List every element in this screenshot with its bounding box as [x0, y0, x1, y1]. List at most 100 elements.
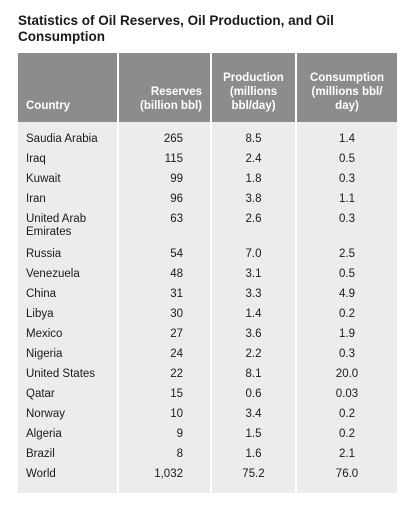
cell-production: 8.5: [211, 131, 297, 151]
cell-country: Nigeria: [18, 345, 119, 366]
cell-reserves: 9: [118, 425, 212, 446]
table-row: Mexico 27 3.6 1.9: [18, 326, 397, 346]
cell-production: 3.8: [211, 190, 297, 211]
cell-consumption: 1.9: [296, 326, 397, 346]
cell-consumption: 76.0: [296, 465, 397, 493]
header-country: Country: [18, 53, 119, 122]
table-row: World 1,032 75.2 76.0: [18, 465, 397, 493]
cell-country: World: [18, 465, 119, 493]
table-row: Iran 96 3.8 1.1: [18, 190, 397, 211]
table-title: Statistics of Oil Reserves, Oil Producti…: [18, 13, 334, 44]
cell-consumption: 0.2: [296, 405, 397, 426]
cell-reserves: 31: [118, 286, 212, 307]
table-row: China 31 3.3 4.9: [18, 286, 397, 307]
table-row: Saudia Arabia 265 8.5 1.4: [18, 131, 397, 151]
cell-production: 2.2: [211, 345, 297, 366]
cell-reserves: 63: [118, 210, 212, 247]
cell-consumption: 20.0: [296, 365, 397, 386]
table-row: Qatar 15 0.6 0.03: [18, 385, 397, 406]
table-row: Norway 10 3.4 0.2: [18, 405, 397, 426]
cell-country: United States: [18, 365, 119, 386]
table-header: Country Reserves (billion bbl) Productio…: [18, 53, 397, 122]
cell-consumption: 0.5: [296, 266, 397, 287]
cell-production: 1.8: [211, 170, 297, 191]
cell-consumption: 1.4: [296, 131, 397, 151]
cell-production: 3.6: [211, 326, 297, 346]
header-consumption: Consumption (millions bbl/ day): [296, 53, 397, 122]
cell-production: 7.0: [211, 246, 297, 267]
cell-country: Algeria: [18, 425, 119, 446]
oil-statistics-table-container: Country Reserves (billion bbl) Productio…: [18, 53, 397, 493]
cell-consumption: 0.5: [296, 150, 397, 171]
cell-country: Iraq: [18, 150, 119, 171]
cell-reserves: 54: [118, 246, 212, 267]
cell-country: Venezuela: [18, 266, 119, 287]
header-reserves: Reserves (billion bbl): [118, 53, 212, 122]
cell-consumption: 1.1: [296, 190, 397, 211]
cell-reserves: 1,032: [118, 465, 212, 493]
cell-consumption: 0.2: [296, 306, 397, 326]
cell-reserves: 115: [118, 150, 212, 171]
cell-reserves: 96: [118, 190, 212, 211]
cell-country: Qatar: [18, 385, 119, 406]
cell-country: Russia: [18, 246, 119, 267]
cell-consumption: 0.3: [296, 345, 397, 366]
cell-country: Iran: [18, 190, 119, 211]
cell-reserves: 99: [118, 170, 212, 191]
cell-reserves: 24: [118, 345, 212, 366]
cell-reserves: 22: [118, 365, 212, 386]
header-row: Country Reserves (billion bbl) Productio…: [18, 53, 397, 122]
table-row: Algeria 9 1.5 0.2: [18, 425, 397, 446]
table-row: Libya 30 1.4 0.2: [18, 306, 397, 326]
table-body: Saudia Arabia 265 8.5 1.4 Iraq 115 2.4 0.5 Kuwai…: [18, 122, 397, 493]
table-row: Russia 54 7.0 2.5: [18, 246, 397, 267]
cell-country: China: [18, 286, 119, 307]
cell-production: 1.4: [211, 306, 297, 326]
cell-reserves: 10: [118, 405, 212, 426]
cell-reserves: 27: [118, 326, 212, 346]
cell-country: United Arab Emirates: [18, 210, 119, 247]
cell-consumption: 2.1: [296, 445, 397, 466]
table-spacer-row: [18, 122, 397, 131]
table-row: Nigeria 24 2.2 0.3: [18, 345, 397, 366]
table-row: Kuwait 99 1.8 0.3: [18, 170, 397, 191]
cell-production: 8.1: [211, 365, 297, 386]
cell-reserves: 48: [118, 266, 212, 287]
cell-country: Libya: [18, 306, 119, 326]
cell-country: Saudia Arabia: [18, 131, 119, 151]
table-row: United States 22 8.1 20.0: [18, 365, 397, 386]
cell-production: 3.1: [211, 266, 297, 287]
cell-production: 0.6: [211, 385, 297, 406]
cell-production: 1.5: [211, 425, 297, 446]
cell-country: Brazil: [18, 445, 119, 466]
header-production: Production (millions bbl/day): [211, 53, 297, 122]
table-row: Iraq 115 2.4 0.5: [18, 150, 397, 171]
cell-consumption: 0.03: [296, 385, 397, 406]
cell-production: 2.4: [211, 150, 297, 171]
cell-production: 75.2: [211, 465, 297, 493]
cell-reserves: 265: [118, 131, 212, 151]
cell-consumption: 0.3: [296, 170, 397, 191]
spacer-cell: [296, 122, 397, 131]
cell-production: 2.6: [211, 210, 297, 247]
cell-consumption: 2.5: [296, 246, 397, 267]
spacer-cell: [211, 122, 297, 131]
cell-consumption: 0.3: [296, 210, 397, 247]
cell-production: 3.3: [211, 286, 297, 307]
spacer-cell: [18, 122, 119, 131]
table-row: Brazil 8 1.6 2.1: [18, 445, 397, 466]
cell-reserves: 15: [118, 385, 212, 406]
cell-consumption: 0.2: [296, 425, 397, 446]
oil-statistics-table: Country Reserves (billion bbl) Productio…: [18, 53, 397, 493]
cell-country: Norway: [18, 405, 119, 426]
spacer-cell: [118, 122, 212, 131]
cell-reserves: 30: [118, 306, 212, 326]
cell-country: Kuwait: [18, 170, 119, 191]
cell-production: 1.6: [211, 445, 297, 466]
cell-consumption: 4.9: [296, 286, 397, 307]
cell-production: 3.4: [211, 405, 297, 426]
cell-country: Mexico: [18, 326, 119, 346]
cell-reserves: 8: [118, 445, 212, 466]
table-row: United Arab Emirates 63 2.6 0.3: [18, 210, 397, 247]
table-row: Venezuela 48 3.1 0.5: [18, 266, 397, 287]
